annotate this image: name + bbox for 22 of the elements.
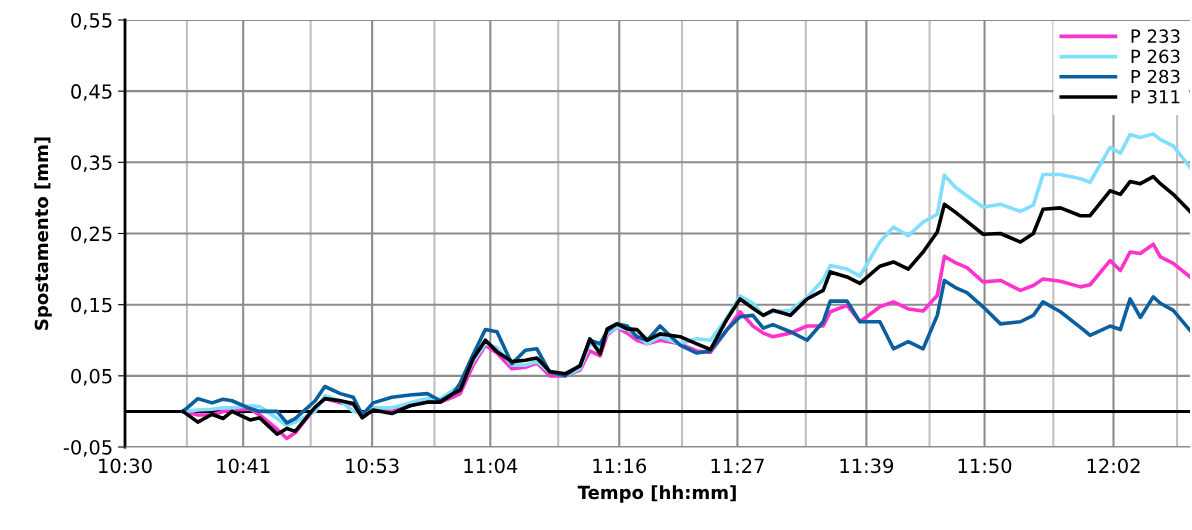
legend-label: P 263 xyxy=(1131,49,1180,64)
x-tick-label: 10:41 xyxy=(217,458,270,474)
y-tick-label: -0,05 xyxy=(63,439,112,457)
legend-label: P 233 xyxy=(1131,29,1180,43)
x-tick-label: 11:04 xyxy=(464,458,518,474)
y-tick-label: 0,45 xyxy=(71,84,112,101)
y-tick-label: 0,05 xyxy=(71,368,112,386)
x-tick-label: 11:50 xyxy=(958,458,1012,474)
y-tick-label: 0,55 xyxy=(71,12,112,30)
y-tick-label: 0,15 xyxy=(71,297,112,315)
y-tick-label: 0,35 xyxy=(71,155,112,172)
legend-label: P 283 xyxy=(1131,69,1180,84)
legend-label: P 311 xyxy=(1131,89,1180,104)
x-tick-label: 11:39 xyxy=(840,458,894,474)
x-tick-label: 12:02 xyxy=(1087,458,1140,474)
x-tick-label: 10:30 xyxy=(99,458,152,474)
y-tick-label: 0,25 xyxy=(71,226,112,244)
x-tick-label: 11:27 xyxy=(711,458,764,473)
y-axis-title: Spostamento [mm] xyxy=(34,137,52,330)
x-axis-title: Tempo [hh:mm] xyxy=(577,485,736,503)
x-tick-label: 10:53 xyxy=(346,458,399,474)
x-tick-label: 11:16 xyxy=(593,458,647,474)
